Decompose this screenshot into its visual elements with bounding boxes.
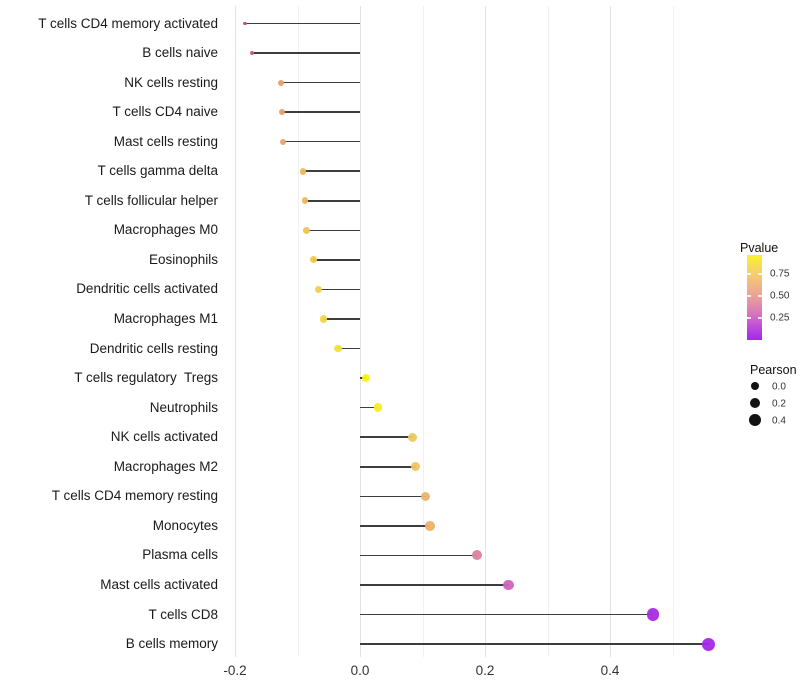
lollipop-stem xyxy=(338,347,360,350)
y-axis-label: Mast cells activated xyxy=(100,576,218,592)
x-axis-tick-label: 0.2 xyxy=(475,663,495,678)
gridline-minor xyxy=(672,6,674,657)
pvalue-bar-tick xyxy=(758,273,762,275)
lollipop-stem xyxy=(360,554,477,557)
lollipop-dot xyxy=(334,344,342,353)
pvalue-tick-label: 0.75 xyxy=(770,268,790,280)
lollipop-dot xyxy=(373,403,383,412)
gridline-minor xyxy=(297,6,299,657)
lollipop-dot xyxy=(278,109,285,116)
lollipop-stem xyxy=(318,288,360,291)
lollipop-dot xyxy=(309,256,317,264)
lollipop-dot xyxy=(420,491,431,501)
lollipop-dot xyxy=(319,315,327,323)
y-axis-label: Macrophages M1 xyxy=(113,311,218,326)
gridline-minor xyxy=(547,6,549,657)
y-axis-label: Monocytes xyxy=(152,517,218,533)
y-axis-label: T cells gamma delta xyxy=(97,163,218,179)
y-axis-label: Macrophages M2 xyxy=(113,458,218,474)
pearson-legend-label: 0.4 xyxy=(772,415,786,427)
y-axis-label: B cells naive xyxy=(142,45,218,61)
lollipop-stem xyxy=(360,406,379,409)
gridline-major xyxy=(360,6,361,657)
lollipop-dot xyxy=(280,138,287,145)
y-axis-label: T cells regulatory Tregs xyxy=(74,370,218,386)
y-axis-label: NK cells activated xyxy=(110,429,218,445)
lollipop-stem xyxy=(306,229,360,232)
y-axis-label: B cells memory xyxy=(125,636,218,652)
lollipop-stem xyxy=(281,81,360,84)
y-axis-label: Eosinophils xyxy=(148,251,218,267)
pvalue-bar-tick xyxy=(758,317,762,319)
gridline-major xyxy=(235,6,236,657)
lollipop-stem xyxy=(360,525,430,527)
y-axis-label: Plasma cells xyxy=(142,547,218,563)
lollipop-stem xyxy=(305,200,360,202)
pearson-legend-label: 0.2 xyxy=(772,398,786,410)
pvalue-bar-tick xyxy=(747,295,751,297)
pvalue-gradient-bar xyxy=(747,255,762,340)
y-axis-label: Dendritic cells resting xyxy=(89,340,218,356)
y-axis-label: Mast cells resting xyxy=(113,133,218,149)
gridline-major xyxy=(610,6,611,657)
lollipop-stem xyxy=(360,643,709,645)
lollipop-stem xyxy=(360,495,426,498)
pearson-legend-dot xyxy=(749,414,761,426)
lollipop-dot xyxy=(362,373,371,383)
y-axis-label: T cells follicular helper xyxy=(84,192,218,208)
lollipop-dot xyxy=(646,608,660,621)
lollipop-dot xyxy=(315,285,323,293)
lollipop-stem xyxy=(303,170,360,173)
y-axis-label: T cells CD4 memory resting xyxy=(51,488,218,504)
lollipop-stem xyxy=(360,436,413,438)
pearson-legend-label: 0.0 xyxy=(772,381,786,393)
lollipop-stem xyxy=(360,613,654,616)
lollipop-stem xyxy=(245,22,360,25)
pvalue-bar-tick xyxy=(747,317,751,319)
lollipop-stem xyxy=(360,584,509,586)
gridline-major xyxy=(485,6,486,657)
lollipop-stem xyxy=(251,52,360,54)
lollipop-dot xyxy=(243,21,247,26)
pvalue-legend-title: Pvalue xyxy=(740,241,779,255)
pvalue-bar-tick xyxy=(758,295,762,297)
y-axis-label: T cells CD8 xyxy=(148,606,218,622)
y-axis-label: Neutrophils xyxy=(149,399,218,415)
lollipop-stem xyxy=(323,318,360,320)
pvalue-tick-label: 0.50 xyxy=(770,290,790,302)
lollipop-dot xyxy=(303,226,311,234)
gridline-minor xyxy=(422,6,424,657)
y-axis-label: Dendritic cells activated xyxy=(76,281,218,297)
lollipop-dot xyxy=(278,79,285,86)
lollipop-stem xyxy=(313,259,360,261)
pearson-legend-title: Pearson xyxy=(750,363,797,377)
lollipop-dot xyxy=(301,197,309,205)
x-axis-tick-label: -0.2 xyxy=(223,663,247,678)
lollipop-stem xyxy=(283,140,360,143)
lollipop-dot xyxy=(503,579,515,591)
y-axis-label: T cells CD4 memory activated xyxy=(38,15,218,31)
x-axis-tick-label: 0.0 xyxy=(350,663,370,678)
pvalue-tick-label: 0.25 xyxy=(770,312,790,324)
y-axis-label: T cells CD4 naive xyxy=(112,104,218,120)
lollipop-dot xyxy=(249,50,255,56)
y-axis-label: Macrophages M0 xyxy=(113,222,218,238)
lollipop-dot xyxy=(407,432,418,442)
x-axis-tick-label: 0.4 xyxy=(600,663,620,678)
lollipop-stem xyxy=(281,111,360,113)
pvalue-bar-tick xyxy=(747,273,751,275)
pearson-legend-dot xyxy=(749,397,761,409)
pearson-legend-dot xyxy=(750,381,760,391)
y-axis-label: NK cells resting xyxy=(124,74,218,90)
lollipop-dot xyxy=(471,550,482,561)
lollipop-stem xyxy=(360,465,416,468)
lollipop-dot xyxy=(411,462,421,472)
lollipop-dot xyxy=(299,167,307,175)
lollipop-dot xyxy=(425,521,435,531)
lollipop-dot xyxy=(702,637,716,651)
